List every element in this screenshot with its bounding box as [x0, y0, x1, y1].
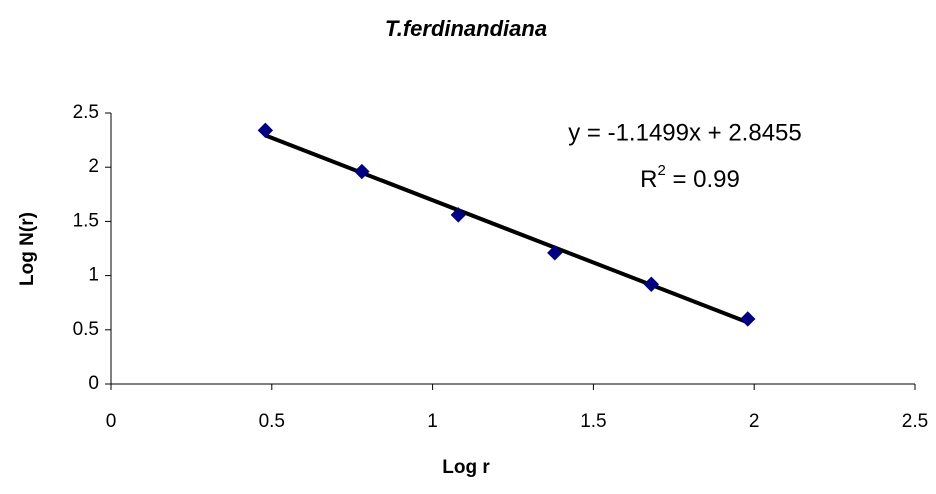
y-tick-label: 1	[88, 265, 99, 286]
y-tick-label: 0.5	[73, 319, 99, 340]
chart-title: T.ferdinandiana	[385, 16, 547, 41]
data-point	[643, 276, 659, 292]
data-point	[450, 207, 467, 223]
r-squared: R2 = 0.99	[640, 162, 740, 193]
x-axis-label: Log r	[442, 457, 490, 478]
data-point	[740, 311, 756, 327]
y-axis-label: Log N(r)	[17, 212, 38, 286]
x-tick-label: 2.5	[902, 411, 928, 432]
y-tick-label: 2	[88, 156, 99, 177]
trendline-equation: y = -1.1499x + 2.8455	[568, 119, 802, 146]
x-tick-label: 1.5	[580, 411, 606, 432]
x-tick-label: 2	[749, 411, 760, 432]
r-squared-part: = 0.99	[666, 166, 740, 193]
x-tick-label: 0.5	[259, 411, 285, 432]
data-point	[354, 163, 370, 180]
x-tick-label: 1	[427, 411, 438, 432]
data-point	[547, 245, 563, 261]
trendline	[264, 133, 749, 325]
r-squared-part: R	[640, 166, 657, 193]
x-tick-label: 0	[106, 411, 117, 432]
data-point	[257, 122, 274, 139]
y-tick-label: 0	[88, 373, 99, 394]
r-squared-exponent: 2	[657, 162, 665, 179]
y-tick-label: 2.5	[73, 102, 99, 123]
y-tick-label: 1.5	[73, 210, 99, 231]
